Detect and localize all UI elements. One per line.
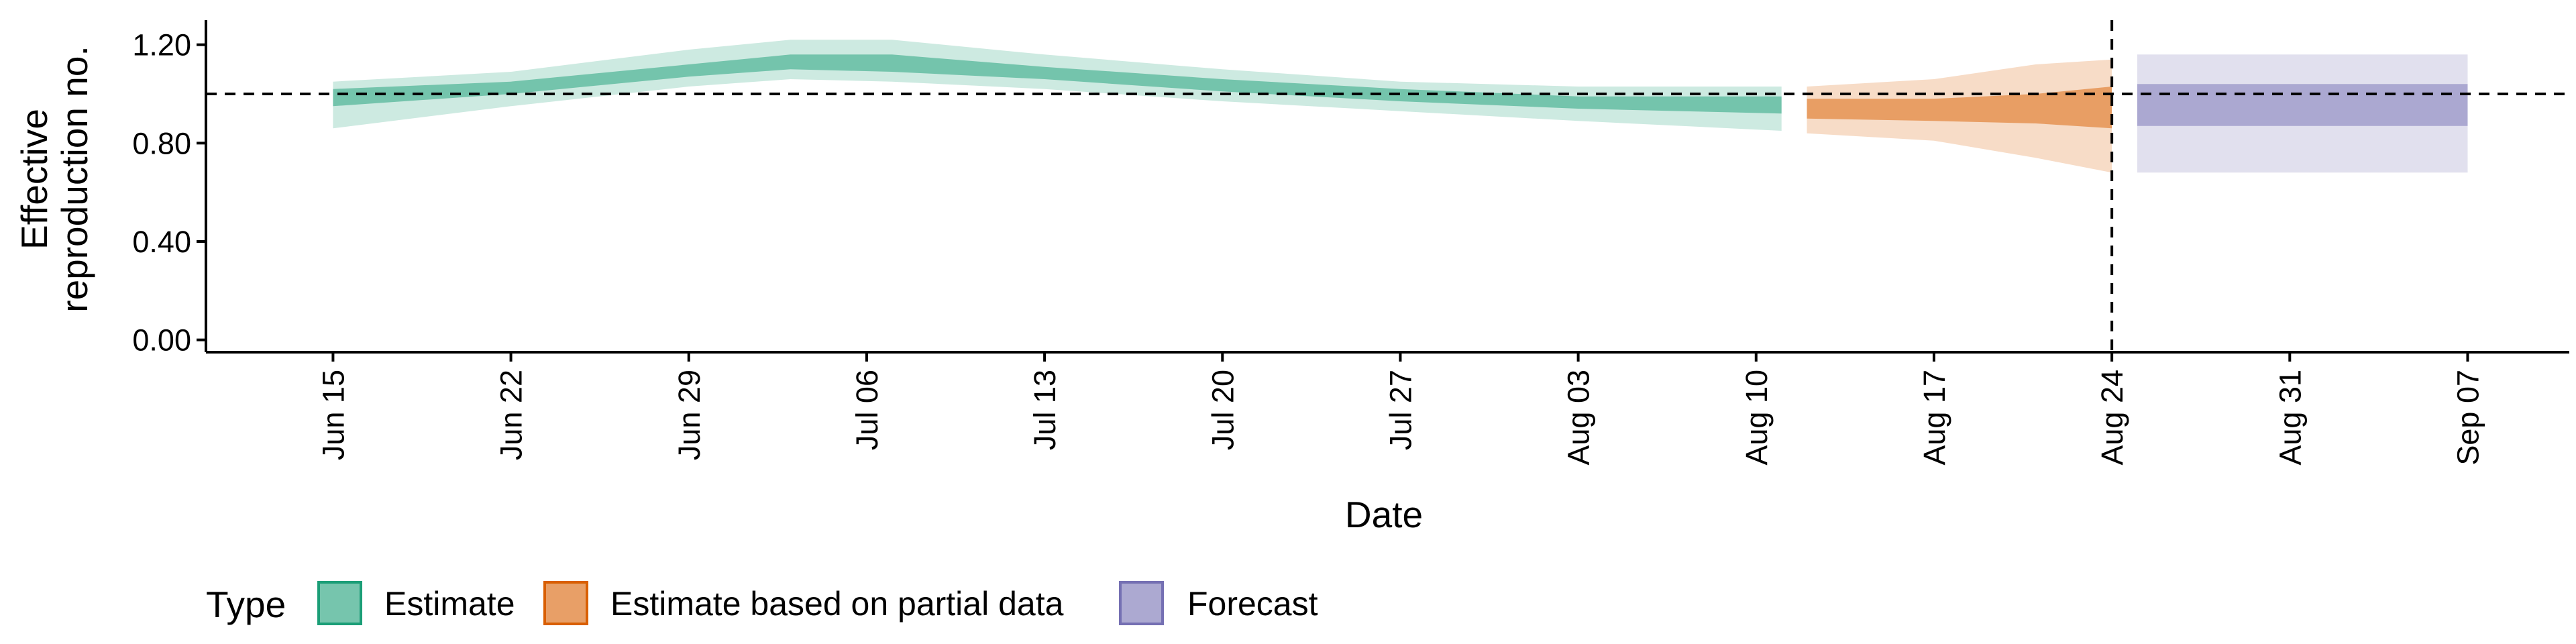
x-tick-label: Aug 24 xyxy=(2095,370,2129,466)
y-axis-ticks: 0.00 0.40 0.80 1.20 xyxy=(132,28,206,358)
band-90-estimate xyxy=(333,40,1782,131)
legend: Type Estimate Estimate based on partial … xyxy=(206,581,1318,625)
x-tick-label: Jun 15 xyxy=(316,370,350,460)
x-axis-ticks: Jun 15 Jun 22 Jun 29 Jul 06 Jul 13 Jul 20 Jul … xyxy=(316,352,2485,466)
legend-label-estimate: Estimate xyxy=(384,585,515,623)
x-tick-label: Aug 17 xyxy=(1917,370,1951,466)
y-tick-label: 0.40 xyxy=(132,225,191,259)
legend-swatch-forecast xyxy=(1119,581,1164,625)
y-axis-title: Effective reproduction no. xyxy=(13,46,95,313)
y-tick-label: 0.00 xyxy=(132,323,191,358)
legend-title: Type xyxy=(206,584,286,625)
legend-label-estimate-partial: Estimate based on partial data xyxy=(610,585,1064,623)
y-axis-title-line-2: reproduction no. xyxy=(54,46,95,313)
x-tick-label: Aug 10 xyxy=(1739,370,1774,466)
band-50-forecast xyxy=(2137,84,2468,126)
x-tick-label: Jun 29 xyxy=(672,370,706,460)
legend-swatch-estimate xyxy=(317,581,362,625)
x-tick-label: Jul 20 xyxy=(1205,370,1240,450)
legend-swatch-estimate-partial xyxy=(543,581,588,625)
x-tick-label: Jul 13 xyxy=(1028,370,1062,450)
x-tick-label: Aug 03 xyxy=(1562,370,1596,466)
band-50-estimate xyxy=(333,54,1782,114)
band-50-estimate-based-on-partial-data xyxy=(1807,87,2112,129)
x-axis-title: Date xyxy=(1345,494,1423,535)
x-tick-label: Sep 07 xyxy=(2451,370,2485,466)
x-tick-label: Jul 06 xyxy=(850,370,884,450)
y-axis-title-line-1: Effective xyxy=(13,109,55,250)
ribbon-bands xyxy=(333,40,2468,173)
y-tick-label: 0.80 xyxy=(132,126,191,160)
y-tick-label: 1.20 xyxy=(132,28,191,62)
x-tick-label: Jul 27 xyxy=(1383,370,1417,450)
legend-label-forecast: Forecast xyxy=(1187,585,1318,623)
x-tick-label: Jun 22 xyxy=(494,370,529,460)
x-tick-label: Aug 31 xyxy=(2273,370,2307,466)
axes xyxy=(205,20,2569,354)
